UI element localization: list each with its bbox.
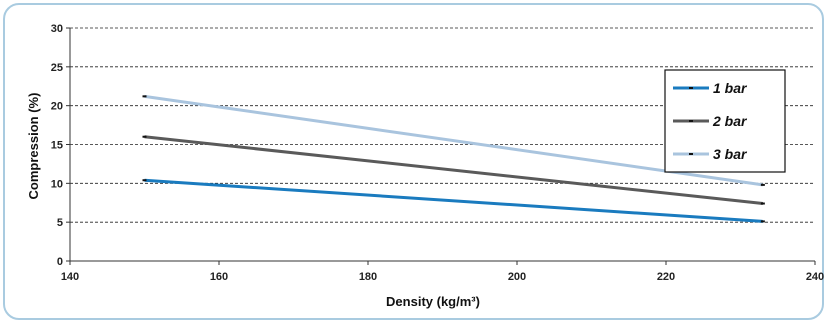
y-tick-label: 5 <box>57 217 63 229</box>
axes <box>66 27 816 265</box>
data-point <box>142 135 147 138</box>
data-point <box>760 202 765 205</box>
legend: 1 bar 2 bar 3 bar <box>664 69 786 173</box>
data-point <box>142 179 147 182</box>
legend-marker <box>689 87 693 89</box>
series-line <box>144 178 763 223</box>
legend-marker <box>689 153 693 155</box>
y-tick-label: 25 <box>51 62 63 74</box>
x-tick-label: 140 <box>61 271 79 283</box>
y-tick-label: 20 <box>51 101 63 113</box>
y-tick-label: 0 <box>57 256 63 268</box>
y-tick-labels: 0 5 10 15 20 25 30 <box>51 23 63 268</box>
x-tick-label: 160 <box>210 271 228 283</box>
y-axis-title: Compression (%) <box>26 93 41 200</box>
y-tick-label: 15 <box>51 140 63 152</box>
y-tick-label: 10 <box>51 178 63 190</box>
x-tick-label: 240 <box>806 271 824 283</box>
x-tick-labels: 140 160 180 200 220 240 <box>61 271 824 283</box>
series-lines <box>142 94 765 223</box>
data-point <box>142 95 147 98</box>
series-line <box>144 94 764 187</box>
data-point <box>760 220 765 223</box>
legend-label: 1 bar <box>713 80 748 96</box>
legend-marker <box>689 120 693 122</box>
x-tick-label: 200 <box>508 271 526 283</box>
x-axis-title: Density (kg/m³) <box>386 294 480 309</box>
x-tick-label: 220 <box>657 271 675 283</box>
legend-label: 3 bar <box>713 146 748 162</box>
x-tick-label: 180 <box>359 271 377 283</box>
legend-label: 2 bar <box>712 113 748 129</box>
y-tick-label: 30 <box>51 23 63 35</box>
series-line <box>144 135 764 206</box>
data-point <box>760 183 765 186</box>
